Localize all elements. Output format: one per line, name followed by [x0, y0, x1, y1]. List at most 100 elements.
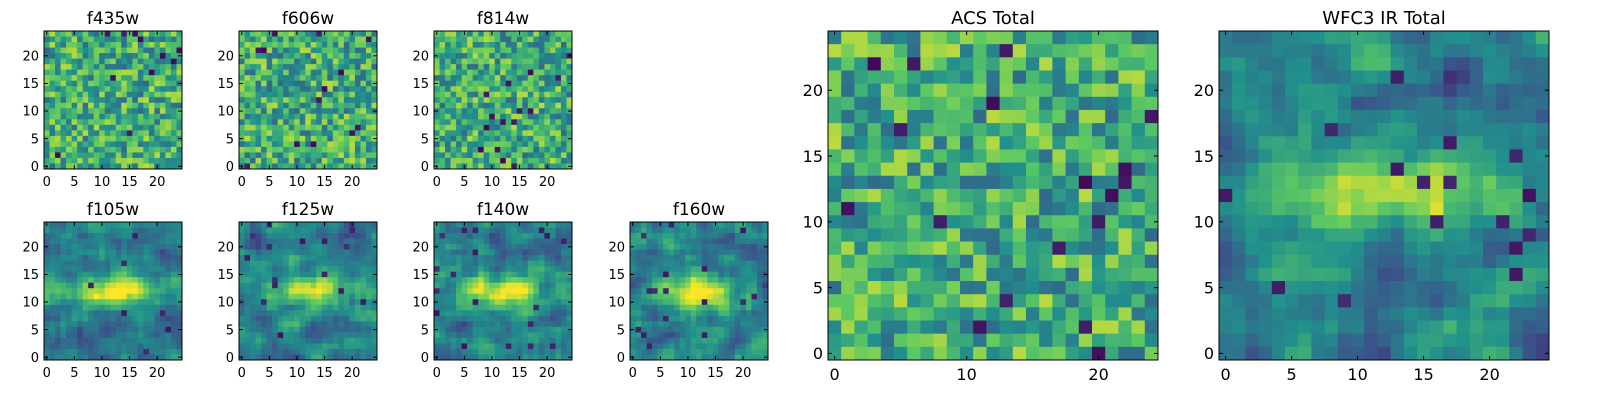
heatmap-cell [49, 119, 56, 126]
heatmap-cell [148, 157, 155, 164]
heatmap-cell [310, 69, 317, 76]
heatmap-cell [461, 315, 468, 322]
heatmap-cell [538, 47, 545, 54]
heatmap-cell [1065, 202, 1080, 216]
heatmap-cell [635, 249, 642, 256]
heatmap-cell [489, 146, 496, 153]
heatmap-cell [1131, 188, 1146, 203]
heatmap-cell [434, 315, 440, 322]
heatmap-cell [272, 141, 279, 148]
heatmap-cell [483, 326, 490, 333]
heatmap-cell [255, 130, 262, 137]
heatmap-cell [299, 277, 306, 284]
heatmap-cell [434, 293, 440, 300]
heatmap-cell [538, 146, 545, 153]
heatmap-cell [283, 271, 290, 278]
heatmap-cell [360, 260, 367, 267]
heatmap-cell [439, 337, 446, 344]
heatmap-cell [272, 238, 279, 245]
heatmap-cell [250, 152, 256, 159]
heatmap-cell [1078, 136, 1093, 150]
heatmap-cell [132, 146, 139, 153]
heatmap-cell [288, 130, 295, 137]
heatmap-cell [516, 108, 523, 115]
heatmap-cell [434, 119, 440, 126]
heatmap-cell [560, 271, 567, 278]
heatmap-cell [533, 119, 540, 126]
heatmap-cell [321, 282, 328, 289]
heatmap-cell [707, 282, 714, 289]
heatmap-cell [44, 348, 50, 355]
heatmap-cell [1105, 162, 1119, 177]
heatmap-cell [137, 277, 144, 284]
heatmap-cell [718, 277, 725, 284]
heatmap-cell [126, 277, 133, 284]
heatmap-cell [332, 75, 339, 82]
heatmap-cell [154, 315, 161, 322]
heatmap-cell [461, 130, 468, 137]
chart-title: f606w [282, 9, 334, 29]
heatmap-cell [461, 141, 468, 148]
heatmap-cell [338, 113, 345, 120]
heatmap-cell [494, 97, 501, 104]
heatmap-cell [272, 31, 279, 37]
heatmap-cell [255, 58, 262, 65]
heatmap-cell [533, 293, 540, 300]
heatmap-cell [494, 233, 501, 239]
heatmap-cell [511, 233, 518, 239]
heatmap-cell [305, 321, 312, 328]
heatmap-cell [170, 304, 177, 311]
heatmap-cell [288, 271, 295, 278]
heatmap-cell [170, 288, 177, 295]
heatmap-cell [1026, 188, 1040, 203]
heatmap-cell [266, 337, 273, 344]
heatmap-cell [165, 141, 172, 148]
heatmap-cell [55, 233, 61, 239]
heatmap-cell [338, 163, 345, 170]
heatmap-cell [360, 321, 367, 328]
heatmap-cell [121, 86, 128, 93]
heatmap-cell [148, 91, 155, 98]
heatmap-cell [707, 238, 714, 245]
heatmap-cell [472, 86, 479, 93]
heatmap-cell [500, 91, 507, 98]
heatmap-cell [445, 31, 451, 37]
heatmap-cell [549, 119, 556, 126]
heatmap-cell [841, 149, 855, 163]
heatmap-cell [1131, 149, 1146, 163]
heatmap-cell [88, 102, 95, 109]
heatmap-cell [894, 202, 908, 216]
heatmap-cell [148, 222, 155, 228]
heatmap-cell [707, 332, 714, 339]
heatmap-cell [49, 222, 56, 228]
heatmap-cell [343, 97, 350, 104]
heatmap-cell [310, 75, 317, 82]
heatmap-cell [880, 70, 895, 85]
heatmap-cell [907, 188, 921, 203]
heatmap-cell [478, 86, 485, 93]
heatmap-cell [544, 304, 551, 311]
heatmap-cell [66, 152, 72, 159]
heatmap-cell [115, 304, 122, 311]
heatmap-cell [132, 321, 139, 328]
heatmap-cell [82, 97, 89, 104]
heatmap-cell [60, 69, 67, 76]
heatmap-cell [973, 96, 987, 111]
heatmap-cell [354, 326, 361, 333]
heatmap-cell [549, 337, 556, 344]
heatmap-cell [527, 102, 534, 109]
heatmap-cell [685, 326, 692, 333]
heatmap-cell [646, 222, 653, 228]
heatmap-cell [305, 146, 312, 153]
heatmap-cell [762, 321, 769, 328]
heatmap-cell [132, 227, 139, 234]
heatmap-cell [560, 163, 567, 170]
heatmap-cell [894, 123, 908, 137]
heatmap-cell [261, 315, 267, 322]
heatmap-cell [288, 260, 295, 267]
heatmap-cell [635, 343, 642, 350]
heatmap-cell [288, 141, 295, 148]
heatmap-cell [920, 109, 934, 124]
heatmap-cell [511, 255, 518, 262]
heatmap-cell [505, 304, 512, 311]
